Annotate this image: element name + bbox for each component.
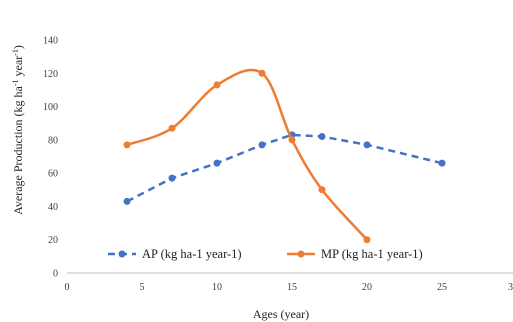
series-1-point-7 [168, 174, 176, 182]
series-2-point-13 [258, 69, 266, 77]
series-1-point-10 [213, 159, 221, 167]
x-axis-ticks: 0 5 10 15 20 25 3 [65, 282, 513, 293]
y-axis-title: Average Production (kg ha-1 year-1) [11, 45, 26, 215]
legend: AP (kg ha-1 year-1) MP (kg ha-1 year-1) [108, 247, 423, 261]
x-tick-label-25: 25 [437, 282, 447, 293]
series-2-point-17 [318, 186, 326, 194]
x-tick-label-30: 3 [508, 282, 513, 293]
series-2-line [126, 68, 368, 241]
y-tick-label-100: 100 [43, 102, 58, 113]
series-1-point-13 [258, 141, 266, 149]
legend-label-1: AP (kg ha-1 year-1) [142, 247, 242, 261]
x-tick-label-0: 0 [65, 282, 70, 293]
x-axis-title: Ages (year) [253, 307, 309, 321]
series-1-point-17 [318, 133, 326, 141]
series-1-line [126, 133, 443, 203]
series-1-point-4 [123, 197, 131, 205]
series-2-point-20 [363, 236, 371, 244]
y-title-sup-1: -1 [11, 79, 20, 86]
y-tick-label-40: 40 [48, 202, 58, 213]
y-title-part-3: ) [11, 45, 25, 49]
y-tick-label-140: 140 [43, 36, 58, 47]
series-1-point-25 [438, 159, 446, 167]
legend-item-2: MP (kg ha-1 year-1) [287, 247, 423, 261]
series-layer [123, 68, 446, 244]
y-title-part-1: Average Production (kg ha [11, 85, 25, 214]
x-tick-label-20: 20 [362, 282, 372, 293]
x-tick-label-15: 15 [287, 282, 297, 293]
series-2-point-15 [288, 136, 296, 144]
series-1-point-20 [363, 141, 371, 149]
y-tick-label-60: 60 [48, 169, 58, 180]
series-2 [123, 68, 371, 244]
y-tick-label-0: 0 [53, 269, 58, 280]
y-axis-ticks: 0 20 40 60 80 100 120 140 [43, 36, 58, 280]
y-tick-label-80: 80 [48, 135, 58, 146]
series-1 [123, 131, 446, 205]
x-tick-label-5: 5 [140, 282, 145, 293]
series-2-point-4 [123, 141, 131, 149]
series-2-point-7 [168, 124, 176, 132]
series-2-point-10 [213, 81, 221, 89]
y-title-sup-2: -1 [11, 49, 20, 56]
legend-marker-1 [118, 250, 126, 258]
legend-label-2: MP (kg ha-1 year-1) [321, 247, 423, 261]
legend-marker-2 [297, 250, 305, 258]
legend-item-1: AP (kg ha-1 year-1) [108, 247, 242, 261]
x-tick-label-10: 10 [212, 282, 222, 293]
y-tick-label-20: 20 [48, 235, 58, 246]
y-tick-label-120: 120 [43, 69, 58, 80]
y-title-part-2: year [11, 56, 25, 80]
